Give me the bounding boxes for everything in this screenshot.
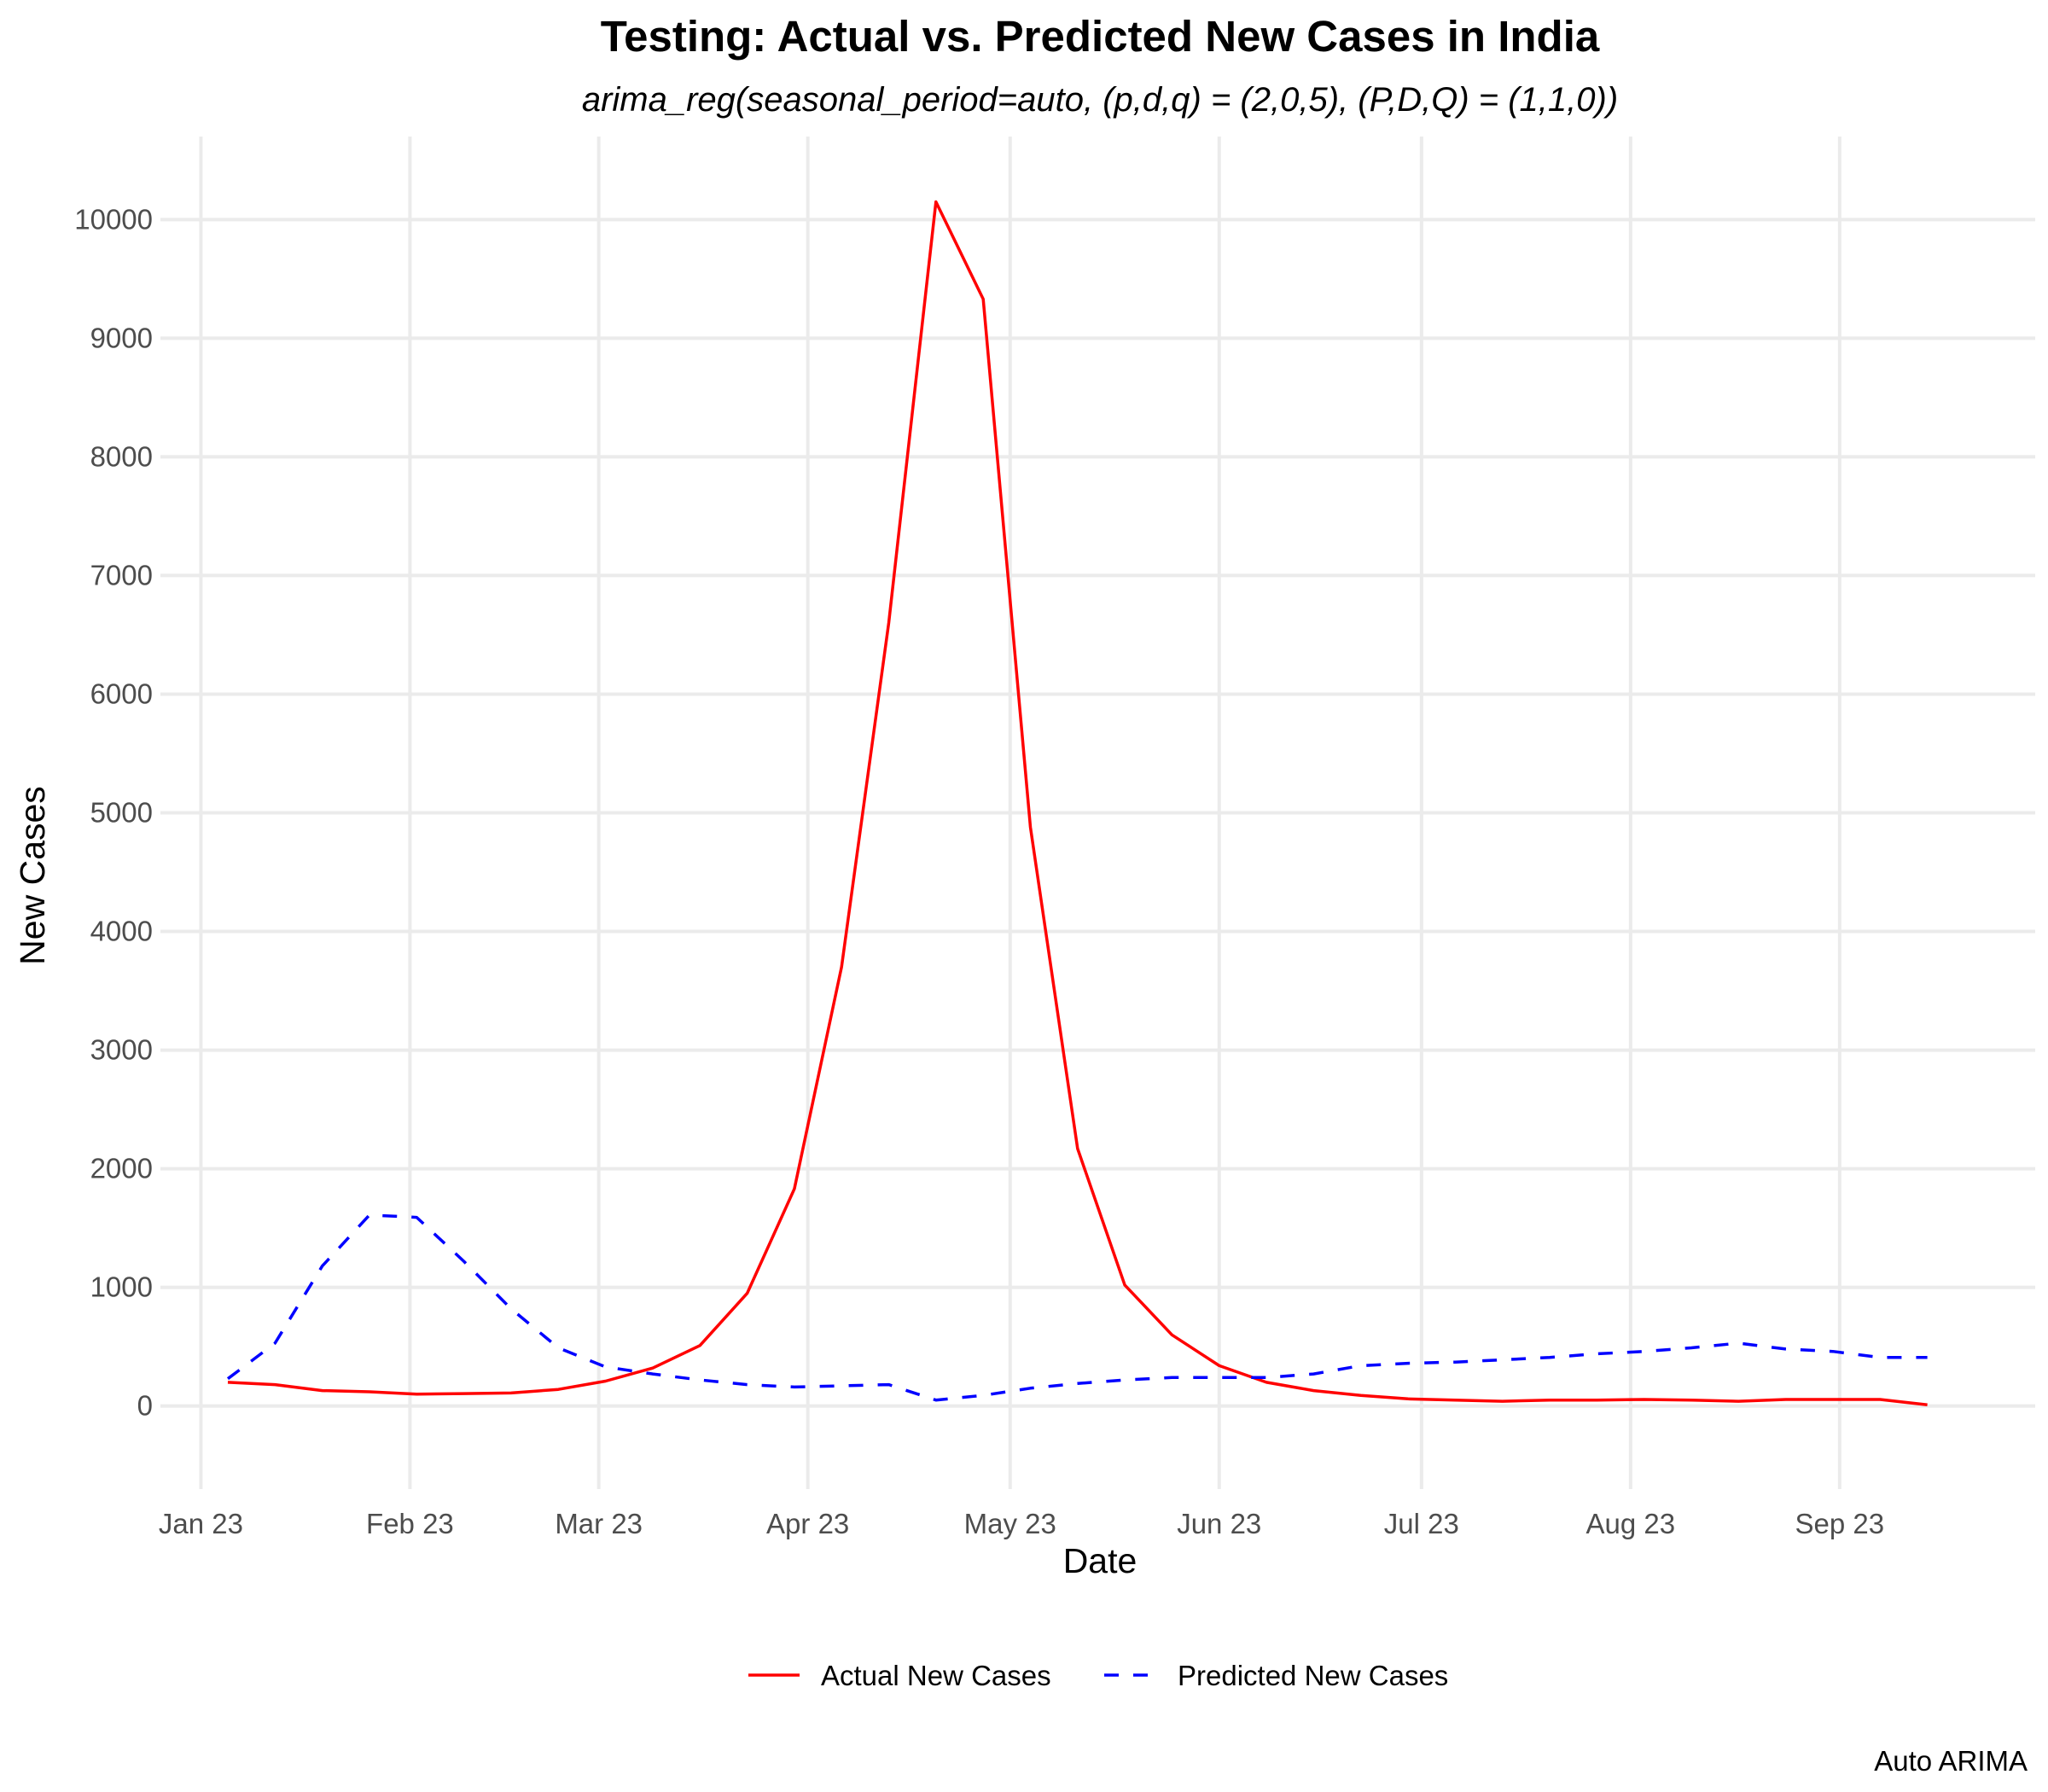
- y-axis-title: New Cases: [13, 786, 52, 965]
- x-tick-label: Jun 23: [1177, 1508, 1261, 1539]
- y-tick-label: 5000: [90, 797, 153, 829]
- x-axis-title: Date: [1063, 1541, 1137, 1580]
- chart-title: Testing: Actual vs. Predicted New Cases …: [601, 12, 1600, 61]
- y-tick-label: 3000: [90, 1034, 153, 1066]
- x-tick-label: Feb 23: [366, 1508, 454, 1539]
- y-tick-label: 10000: [74, 203, 153, 235]
- legend-label-predicted: Predicted New Cases: [1178, 1660, 1448, 1691]
- legend: Actual New Cases Predicted New Cases: [748, 1660, 1448, 1691]
- x-tick-label: Jan 23: [159, 1508, 243, 1539]
- series-line-predicted: [226, 1213, 1928, 1402]
- x-tick-label: May 23: [964, 1508, 1056, 1539]
- chart-subtitle: arima_reg(seasonal_period=auto, (p,d,q) …: [582, 81, 1618, 119]
- y-tick-label: 8000: [90, 440, 153, 472]
- y-tick-label: 7000: [90, 559, 153, 591]
- series-layer: [226, 200, 1928, 1407]
- chart-caption: Auto ARIMA: [1874, 1745, 2028, 1777]
- x-tick-label: Mar 23: [555, 1508, 643, 1539]
- y-tick-label: 0: [137, 1390, 153, 1422]
- y-tick-label: 6000: [90, 678, 153, 709]
- y-tick-label: 9000: [90, 322, 153, 353]
- y-tick-label: 1000: [90, 1271, 153, 1303]
- x-tick-label: Apr 23: [766, 1508, 849, 1539]
- y-tick-label: 4000: [90, 916, 153, 947]
- legend-label-actual: Actual New Cases: [821, 1660, 1051, 1691]
- y-tick-label: 2000: [90, 1153, 153, 1184]
- tick-label-layer: 0 1000 2000 3000 4000 5000 6000 7000 8000 9000 100…: [74, 203, 1884, 1539]
- x-tick-label: Jul 23: [1384, 1508, 1459, 1539]
- series-line-actual: [227, 200, 1928, 1407]
- grid-layer: [160, 137, 2035, 1489]
- x-tick-label: Aug 23: [1586, 1508, 1676, 1539]
- x-tick-label: Sep 23: [1795, 1508, 1885, 1539]
